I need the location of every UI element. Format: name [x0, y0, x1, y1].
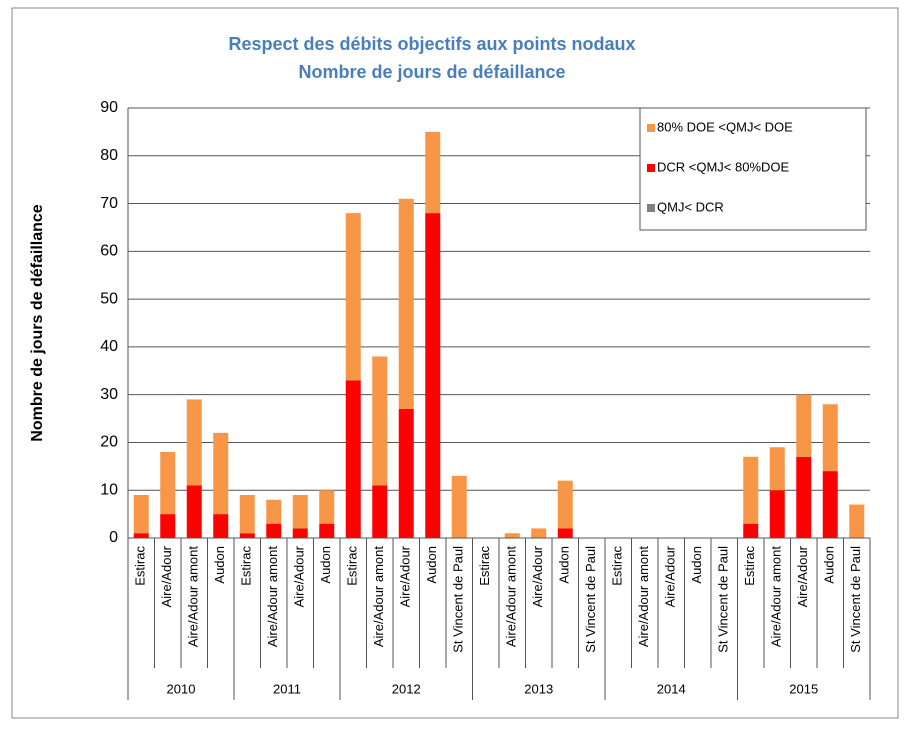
bar-segment: [743, 456, 759, 524]
x-tick-label: St Vincent de Paul: [716, 546, 731, 653]
x-tick-label: Aire/Adour amont: [769, 546, 784, 648]
legend-box: [639, 107, 867, 231]
bar-segment: [398, 409, 414, 538]
legend-swatch: [647, 204, 655, 212]
x-tick-label: Estirac: [345, 546, 360, 586]
legend-swatch: [647, 124, 655, 132]
y-tick-label: 30: [100, 386, 118, 403]
bar-segment: [239, 495, 255, 534]
bar-segment: [319, 490, 335, 524]
bar-segment: [398, 198, 414, 409]
group-label: 2010: [167, 681, 196, 696]
x-tick-label: Estirac: [477, 546, 492, 586]
bar-segment: [292, 528, 308, 538]
x-tick-label: Estirac: [742, 546, 757, 586]
y-tick-label: 90: [100, 99, 118, 116]
x-tick-label: St Vincent de Paul: [583, 546, 598, 653]
bar-segment: [372, 356, 388, 486]
x-tick-label: Audon: [318, 546, 333, 584]
x-tick-label: Aire/Adour: [398, 545, 413, 607]
legend-swatch: [647, 164, 655, 172]
bar-segment: [160, 514, 176, 538]
x-tick-label: Aire/Adour amont: [265, 546, 280, 648]
x-tick-label: St Vincent de Paul: [848, 546, 863, 653]
x-tick-label: Aire/Adour: [292, 545, 307, 607]
bar-segment: [822, 404, 838, 472]
x-tick-label: Audon: [822, 546, 837, 584]
x-tick-label: Aire/Adour amont: [371, 546, 386, 648]
bar-segment: [796, 456, 812, 538]
bar-segment: [186, 485, 202, 538]
bar-segment: [345, 380, 361, 538]
y-tick-label: 10: [100, 481, 118, 498]
group-label: 2014: [657, 681, 686, 696]
x-tick-label: Audon: [557, 546, 572, 584]
bar-segment: [266, 523, 282, 538]
bar-segment: [160, 452, 176, 515]
bar-segment: [186, 399, 202, 486]
bar-segment: [849, 504, 865, 538]
bar-segment: [504, 533, 520, 538]
y-tick-label: 80: [100, 147, 118, 164]
bar-segment: [769, 490, 785, 538]
legend-label: QMJ< DCR: [657, 199, 724, 214]
bar-segment: [822, 471, 838, 538]
bar-segment: [133, 495, 149, 534]
bar-segment: [319, 523, 335, 538]
x-tick-label: Aire/Adour: [159, 545, 174, 607]
y-axis-label: Nombre de jours de défaillance: [29, 204, 46, 442]
bar-segment: [213, 432, 229, 515]
bar-segment: [769, 447, 785, 491]
x-tick-label: Aire/Adour: [663, 545, 678, 607]
y-tick-label: 60: [100, 243, 118, 260]
y-tick-label: 50: [100, 290, 118, 307]
bar-segment: [239, 533, 255, 538]
bar-segment: [213, 514, 229, 538]
bar-segment: [372, 485, 388, 538]
bar-segment: [531, 528, 547, 538]
bar-segment: [743, 523, 759, 538]
y-tick-label: 0: [109, 529, 118, 546]
x-tick-label: Aire/Adour amont: [504, 546, 519, 648]
bar-segment: [557, 480, 573, 529]
group-label: 2015: [789, 681, 818, 696]
group-label: 2011: [273, 681, 301, 696]
bar-segment: [425, 131, 441, 214]
x-tick-label: Aire/Adour: [530, 545, 545, 607]
legend-label: 80% DOE <QMJ< DOE: [657, 119, 793, 134]
x-tick-label: Estirac: [133, 546, 148, 586]
x-tick-label: Audon: [212, 546, 227, 584]
legend-label: DCR <QMJ< 80%DOE: [657, 159, 790, 174]
y-tick-label: 70: [100, 195, 118, 212]
bar-segment: [133, 533, 149, 538]
bar-segment: [796, 394, 812, 457]
x-tick-label: Audon: [689, 546, 704, 584]
bar-segment: [345, 213, 361, 381]
group-label: 2012: [392, 681, 421, 696]
x-tick-label: St Vincent de Paul: [451, 546, 466, 653]
x-tick-label: Estirac: [239, 546, 254, 586]
x-tick-label: Audon: [424, 546, 439, 584]
x-tick-label: Aire/Adour: [795, 545, 810, 607]
x-tick-label: Aire/Adour amont: [636, 546, 651, 648]
bar-segment: [425, 213, 441, 538]
x-tick-label: Estirac: [610, 546, 625, 586]
y-tick-label: 20: [100, 434, 118, 451]
bar-segment: [266, 499, 282, 524]
bar-segment: [451, 475, 467, 538]
y-tick-label: 40: [100, 338, 118, 355]
chart-subtitle: Nombre de jours de défaillance: [298, 62, 565, 82]
chart-title: Respect des débits objectifs aux points …: [228, 34, 635, 54]
group-label: 2013: [524, 681, 553, 696]
bar-segment: [292, 495, 308, 529]
x-tick-label: Aire/Adour amont: [186, 546, 201, 648]
bar-segment: [557, 528, 573, 538]
